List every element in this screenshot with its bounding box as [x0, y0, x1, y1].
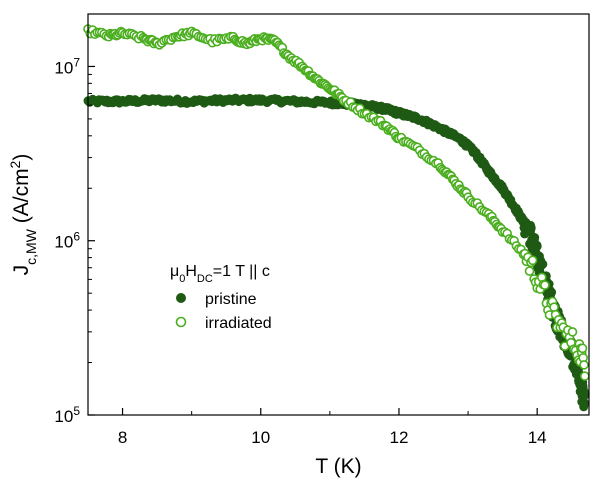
data-point	[567, 327, 578, 337]
data-point	[538, 259, 548, 269]
series-irradiated	[83, 24, 590, 381]
legend-title-rest: =1 T || c	[213, 263, 270, 280]
y-axis-title-main: J	[10, 265, 33, 276]
x-axis-title: T (K)	[315, 455, 361, 478]
x-tick-label: 8	[118, 428, 127, 447]
legend: μ0HDC=1 T || c pristine irradiated	[170, 263, 272, 332]
legend-title-mu: μ	[170, 263, 179, 280]
legend-title: μ0HDC=1 T || c	[170, 263, 270, 285]
series-pristine	[83, 93, 590, 412]
data-point	[577, 343, 588, 354]
x-tick-label: 14	[528, 428, 547, 447]
data-point	[526, 223, 536, 233]
legend-marker-pristine	[176, 293, 186, 303]
y-tick-label: 107	[54, 55, 80, 77]
data-point	[532, 241, 542, 251]
data-point	[580, 399, 590, 409]
y-axis-title-unit: (A/cm	[10, 168, 33, 229]
x-tick-label: 12	[390, 428, 409, 447]
data-point	[547, 287, 557, 297]
x-tick-label: 10	[251, 428, 270, 447]
data-point	[530, 233, 540, 243]
legend-marker-irradiated	[175, 316, 187, 328]
y-axis-title: Jc,MW (A/cm2)	[7, 154, 39, 276]
y-axis-title-close: )	[10, 154, 33, 161]
y-tick-label: 106	[54, 230, 80, 252]
data-point	[527, 255, 538, 266]
data-point	[549, 302, 559, 313]
legend-label-irradiated: irradiated	[205, 315, 272, 332]
series-layer	[83, 24, 590, 412]
ticks-layer: 8 10 12 14 105 106 107	[54, 13, 547, 447]
data-point	[540, 280, 550, 290]
legend-label-pristine: pristine	[205, 291, 257, 308]
y-axis-title-sub: c,MW	[23, 228, 39, 265]
y-tick-label: 105	[54, 404, 80, 426]
data-point	[580, 390, 590, 400]
legend-title-sub0: 0	[179, 273, 185, 285]
legend-title-subdc: DC	[197, 273, 213, 285]
data-point	[579, 371, 590, 381]
legend-title-h: H	[185, 263, 197, 280]
data-point	[524, 266, 535, 276]
data-point	[579, 360, 589, 370]
plot-frame	[87, 13, 590, 416]
y-axis-title-unit-exp: 2	[7, 160, 23, 168]
